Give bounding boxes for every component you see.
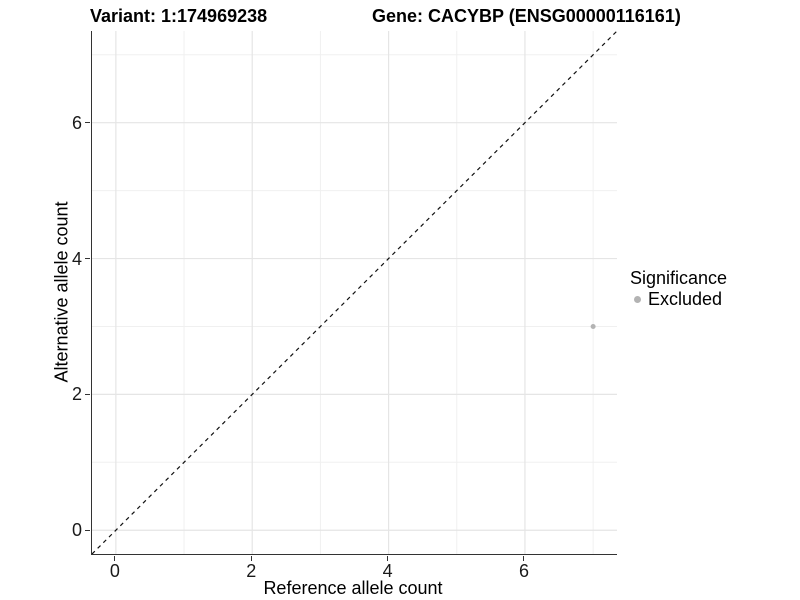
excluded-point-key-icon (634, 295, 641, 303)
x-tick-mark (250, 556, 252, 561)
x-tick-mark (523, 556, 525, 561)
x-tick-label: 6 (518, 561, 529, 581)
y-tick-label: 0 (71, 520, 82, 541)
data-point-excluded (590, 323, 596, 329)
legend-item-excluded: Excluded (630, 290, 727, 308)
legend: Significance Excluded (630, 268, 727, 308)
scatter-plot-canvas (92, 31, 617, 554)
x-tick-mark (114, 556, 116, 561)
x-axis-label: Reference allele count (263, 578, 443, 598)
x-tick-label: 4 (382, 561, 393, 581)
legend-item-label: Excluded (648, 289, 723, 309)
plot-title-variant: Variant: 1:174969238 (90, 6, 268, 26)
y-axis-label: Alternative allele count (51, 201, 72, 383)
x-tick-label: 0 (109, 561, 120, 581)
y-tick-label: 4 (71, 248, 82, 269)
y-tick-mark (85, 529, 90, 531)
plot-panel (91, 31, 617, 555)
y-tick-mark (85, 393, 90, 395)
x-tick-mark (387, 556, 389, 561)
y-tick-mark (85, 258, 90, 260)
y-tick-mark (85, 122, 90, 124)
x-tick-label: 2 (246, 561, 257, 581)
identity-reference-line (92, 31, 617, 554)
y-tick-label: 2 (71, 384, 82, 405)
legend-title: Significance (630, 268, 728, 288)
y-tick-label: 6 (71, 112, 82, 133)
plot-title-gene: Gene: CACYBP (ENSG00000116161) (372, 6, 681, 26)
